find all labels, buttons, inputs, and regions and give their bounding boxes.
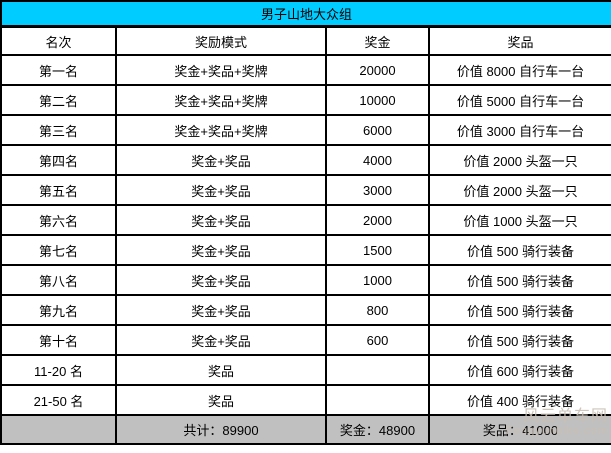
cell-money: 1000: [325, 264, 430, 296]
table-row: 第二名 奖金+奖品+奖牌 10000 价值 5000 自行车一台: [0, 84, 611, 116]
table-row: 第一名 奖金+奖品+奖牌 20000 价值 8000 自行车一台: [0, 54, 611, 86]
table-row: 21-50 名奖品 价值 400 骑行装备: [0, 384, 611, 416]
cell-rank: 第八名: [0, 264, 117, 296]
cell-rank: 第七名: [0, 234, 117, 266]
cell-prize: 价值 500 骑行装备: [427, 294, 611, 326]
cell-money: 10000: [325, 84, 430, 116]
table-row: 第三名 奖金+奖品+奖牌 6000 价值 3000 自行车一台: [0, 114, 611, 146]
cell-money: 3000: [325, 174, 430, 206]
cell-rank: 第六名: [0, 204, 117, 236]
table-row: 第四名 奖金+奖品 4000 价值 2000 头盔一只: [0, 144, 611, 176]
totals-row: 共计：89900 奖金：48900 奖品：41000: [0, 414, 611, 445]
title-row: 男子山地大众组: [0, 0, 611, 28]
cell-rank: 第四名: [0, 144, 117, 176]
cell-prize: 价值 500 骑行装备: [427, 264, 611, 296]
cell-rank: 第十名: [0, 324, 117, 356]
cell-mode: 奖金+奖品: [115, 144, 327, 176]
cell-mode: 奖金+奖品+奖牌: [115, 114, 327, 146]
column-header-mode: 奖励模式: [115, 25, 327, 56]
cell-mode: 奖金+奖品+奖牌: [115, 84, 327, 116]
totals-sum-cell: 共计：89900: [115, 414, 327, 445]
table-row: 第九名 奖金+奖品 800 价值 500 骑行装备: [0, 294, 611, 326]
column-header-rank: 名次: [0, 25, 117, 56]
cell-rank: 第一名: [0, 54, 117, 86]
cell-mode: 奖金+奖品: [115, 234, 327, 266]
table-row: 第十名 奖金+奖品 600 价值 500 骑行装备: [0, 324, 611, 356]
cell-prize: 价值 2000 头盔一只: [427, 144, 611, 176]
cell-rank: 第二名: [0, 84, 117, 116]
cell-prize: 价值 2000 头盔一只: [427, 174, 611, 206]
cell-mode: 奖金+奖品: [115, 174, 327, 206]
cell-money: [325, 354, 430, 386]
totals-prize-cell: 奖品：41000: [427, 414, 611, 445]
cell-prize: 价值 500 骑行装备: [427, 324, 611, 356]
table-row: 第五名 奖金+奖品 3000 价值 2000 头盔一只: [0, 174, 611, 206]
cell-rank: 11-20 名: [0, 354, 117, 386]
cell-rank: 第九名: [0, 294, 117, 326]
cell-mode: 奖金+奖品+奖牌: [115, 54, 327, 86]
column-header-prize: 奖品: [427, 25, 611, 56]
cell-prize: 价值 3000 自行车一台: [427, 114, 611, 146]
cell-prize: 价值 400 骑行装备: [427, 384, 611, 416]
cell-prize: 价值 8000 自行车一台: [427, 54, 611, 86]
totals-money-cell: 奖金：48900: [325, 414, 430, 445]
table-title: 男子山地大众组: [0, 0, 611, 28]
cell-prize: 价值 5000 自行车一台: [427, 84, 611, 116]
table-row: 第六名 奖金+奖品 2000 价值 1000 头盔一只: [0, 204, 611, 236]
cell-money: 1500: [325, 234, 430, 266]
header-row: 名次 奖励模式 奖金 奖品: [0, 25, 611, 56]
cell-rank: 第五名: [0, 174, 117, 206]
cell-prize: 价值 1000 头盔一只: [427, 204, 611, 236]
table-body: 第一名 奖金+奖品+奖牌 20000 价值 8000 自行车一台 第二名 奖金+奖品+奖牌…: [0, 54, 611, 416]
column-header-money: 奖金: [325, 25, 430, 56]
cell-mode: 奖金+奖品: [115, 294, 327, 326]
cell-money: 600: [325, 324, 430, 356]
cell-mode: 奖金+奖品: [115, 324, 327, 356]
cell-prize: 价值 600 骑行装备: [427, 354, 611, 386]
table-row: 第七名 奖金+奖品 1500 价值 500 骑行装备: [0, 234, 611, 266]
cell-mode: 奖品: [115, 384, 327, 416]
cell-rank: 第三名: [0, 114, 117, 146]
cell-money: 20000: [325, 54, 430, 86]
totals-rank-cell: [0, 414, 117, 445]
table-row: 第八名 奖金+奖品 1000 价值 500 骑行装备: [0, 264, 611, 296]
cell-prize: 价值 500 骑行装备: [427, 234, 611, 266]
cell-money: 6000: [325, 114, 430, 146]
cell-mode: 奖品: [115, 354, 327, 386]
table-row: 11-20 名奖品 价值 600 骑行装备: [0, 354, 611, 386]
cell-money: [325, 384, 430, 416]
cell-money: 2000: [325, 204, 430, 236]
cell-mode: 奖金+奖品: [115, 204, 327, 236]
cell-money: 800: [325, 294, 430, 326]
cell-money: 4000: [325, 144, 430, 176]
cell-mode: 奖金+奖品: [115, 264, 327, 296]
cell-rank: 21-50 名: [0, 384, 117, 416]
